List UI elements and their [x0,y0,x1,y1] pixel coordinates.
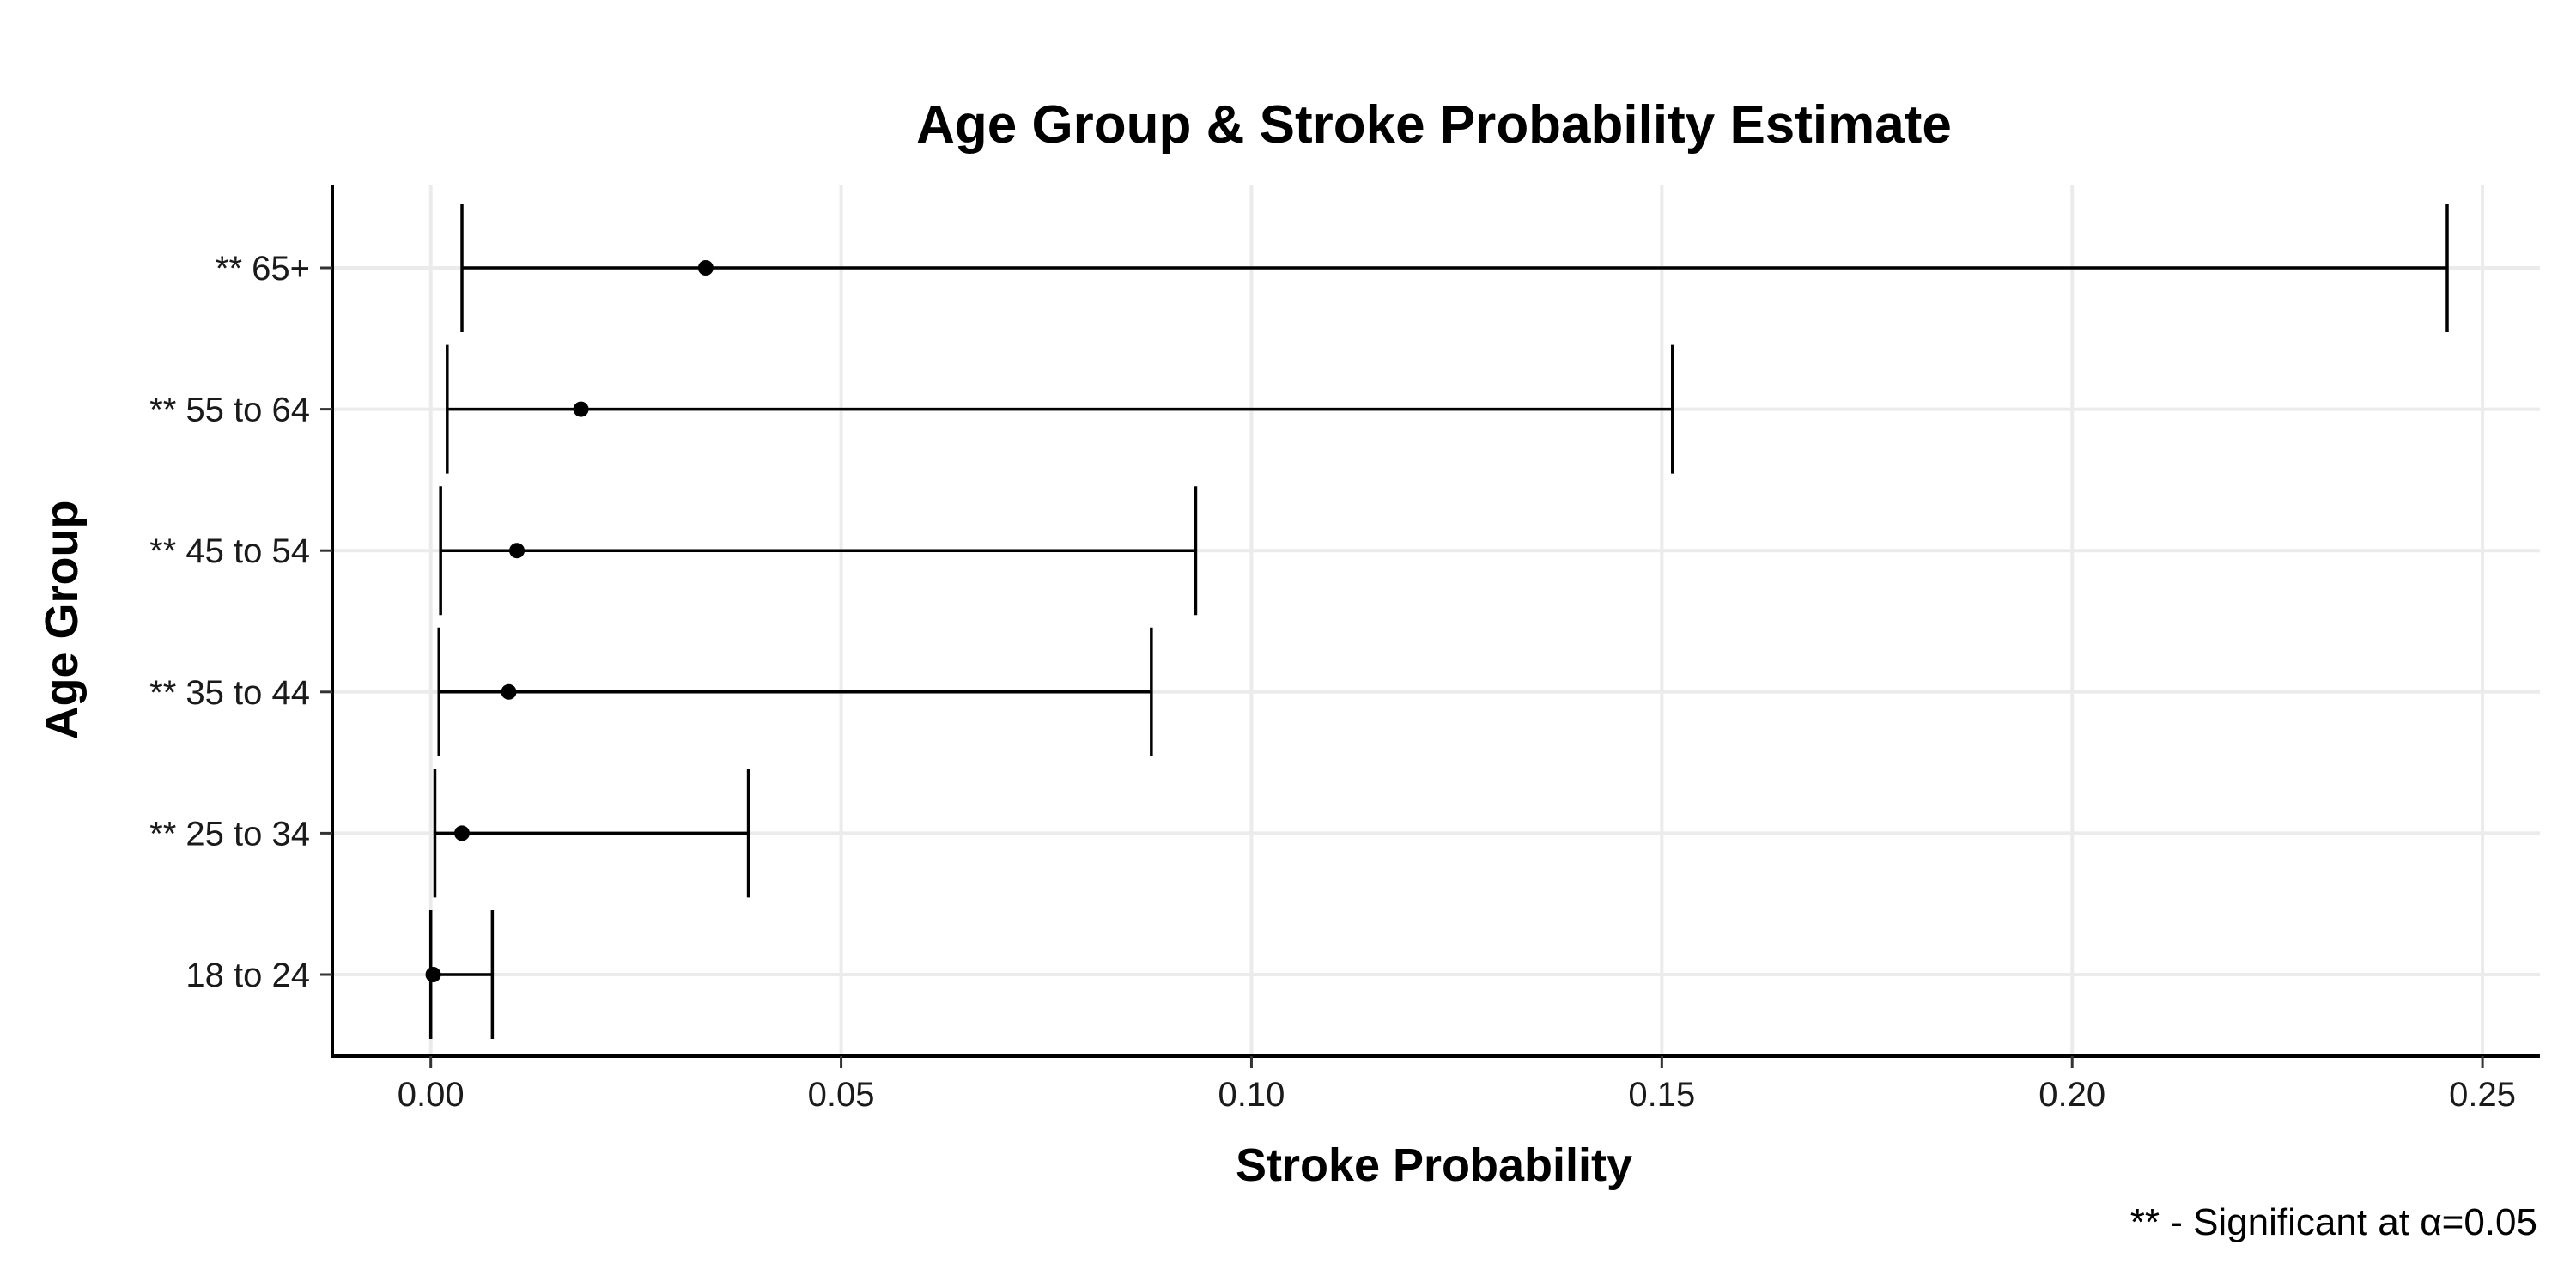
error-bar [460,204,2449,332]
x-tick-label: 0.15 [1628,1076,1695,1114]
x-axis-title: Stroke Probability [1236,1139,1632,1191]
y-axis-ticks: 18 to 24 ** 25 to 34 ** 35 to 44 ** 45 to 5… [149,250,332,994]
error-bar [446,344,1674,474]
error-bar [437,627,1153,756]
x-tick-label: 0.00 [398,1076,465,1114]
point-estimate [509,543,526,559]
significance-caption: ** - Significant at α=0.05 [2130,1201,2537,1243]
point-estimate [501,683,517,700]
y-tick-label: ** 45 to 54 [149,532,310,570]
x-tick-label: 0.10 [1218,1076,1285,1114]
y-tick-label: ** 25 to 34 [149,815,310,853]
point-estimate [697,260,714,276]
y-tick-label: ** 65+ [216,250,310,288]
x-tick-label: 0.25 [2449,1076,2516,1114]
error-bar [439,486,1198,616]
point-estimate [425,967,441,982]
chart-title: Age Group & Stroke Probability Estimate [916,95,1952,155]
y-tick-label: ** 35 to 44 [149,674,310,712]
x-axis-ticks: 0.00 0.05 0.10 0.15 0.20 0.25 [398,1056,2516,1114]
y-tick-label: 18 to 24 [185,957,310,994]
point-estimate [573,401,589,417]
x-tick-label: 0.20 [2038,1076,2105,1114]
point-estimate [454,825,471,841]
error-bar [433,769,750,898]
x-tick-label: 0.05 [808,1076,875,1114]
error-bar [425,910,495,1039]
y-axis-title: Age Group [36,501,88,740]
error-bars [425,204,2449,1039]
y-tick-label: ** 55 to 64 [149,392,310,429]
